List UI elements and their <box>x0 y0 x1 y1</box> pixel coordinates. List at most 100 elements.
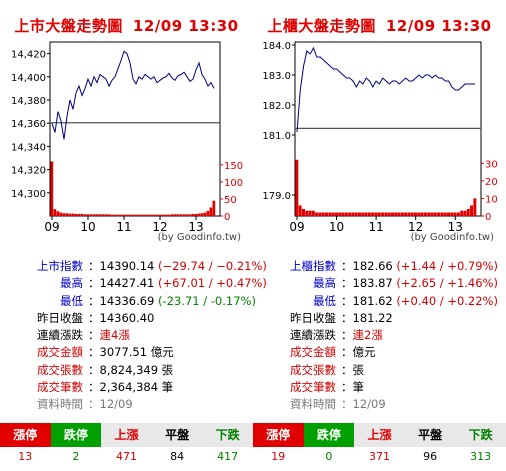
volume-bar <box>170 214 174 216</box>
volume-bar <box>80 213 84 216</box>
volume-bar <box>298 205 302 216</box>
volume-bar <box>377 212 381 216</box>
y-tick-label: 181.0 <box>262 131 291 142</box>
volume-bar <box>83 214 87 216</box>
volume-bar <box>131 214 135 216</box>
volume-bar <box>466 208 470 216</box>
volume-bar <box>341 212 345 216</box>
index-change: (−29.74 / −0.21%) <box>158 259 267 273</box>
data-time-label: 資料時間 <box>37 397 83 412</box>
index-value: 182.66 <box>352 259 393 273</box>
limit-up-count: 13 <box>18 450 33 463</box>
volume-bar <box>212 200 216 216</box>
prev-close-label: 昨日收盤 <box>37 310 83 325</box>
volume-bar <box>463 210 467 216</box>
volume-bar <box>191 213 195 216</box>
volume-bar <box>56 211 60 216</box>
volume-bar <box>71 213 75 216</box>
y-tick-label: 184.0 <box>262 41 291 52</box>
volume-bar <box>456 212 460 216</box>
shares-label: 成交張數 <box>290 362 336 377</box>
low-label: 最低 <box>60 293 83 308</box>
volume-bar <box>149 214 153 216</box>
low-change: (-23.71 / -0.17%) <box>158 293 256 308</box>
streak-value: 連4漲 <box>99 328 130 343</box>
volume-bar <box>387 212 391 216</box>
vol-tick-label: 50 <box>224 195 237 206</box>
volume-bar <box>137 214 141 216</box>
volume-bar <box>367 212 371 216</box>
y-tick-label: 14,380 <box>11 96 46 107</box>
prev-close-value: 14360.40 <box>99 310 155 325</box>
shares-label: 成交張數 <box>37 362 83 377</box>
y-tick-label: 14,300 <box>11 189 46 200</box>
vol-tick-label: 0 <box>485 212 491 223</box>
volume-bar <box>331 212 335 216</box>
volume-bar <box>86 214 90 216</box>
trades-label: 成交筆數 <box>290 380 336 395</box>
down-header: 下跌 <box>455 423 506 447</box>
prev-close-value: 181.22 <box>352 310 393 325</box>
volume-bar <box>437 212 441 216</box>
volume-bar <box>68 213 72 216</box>
y-tick-label: 14,400 <box>11 73 46 84</box>
volume-bar <box>164 214 168 216</box>
x-tick-label: 10 <box>329 220 344 232</box>
flat-count: 96 <box>423 450 438 463</box>
stats-table: 上市指數 ：14390.14 (−29.74 / −0.21%) 最高 ：14427… <box>37 259 267 412</box>
volume-bar <box>384 212 388 216</box>
volume-bar <box>470 205 474 216</box>
flat-count: 84 <box>170 450 185 463</box>
volume-bar <box>450 212 454 216</box>
y-tick-label: 182.0 <box>262 101 291 112</box>
high-change: (+2.65 / +1.46%) <box>396 276 498 291</box>
volume-bar <box>430 212 434 216</box>
volume-bar <box>98 214 102 216</box>
volume-bar <box>65 213 69 216</box>
volume-bar <box>417 212 421 216</box>
low-value: 181.62 <box>352 293 393 308</box>
up-header: 上漲 <box>101 423 152 447</box>
limit-up-header: 漲停 <box>253 423 304 447</box>
x-tick-label: 13 <box>448 220 463 232</box>
y-tick-label: 14,320 <box>11 166 46 177</box>
volume-bar <box>203 212 207 216</box>
volume-bar <box>158 214 162 216</box>
volume-bar <box>440 212 444 216</box>
streak-value: 連2漲 <box>352 328 383 343</box>
volume-bar <box>185 214 189 216</box>
volume-bar <box>140 214 144 216</box>
volume-bar <box>161 214 165 216</box>
x-tick-label: 12 <box>152 220 167 232</box>
down-header: 下跌 <box>202 423 253 447</box>
volume-bar <box>173 214 177 216</box>
volume-bar <box>89 214 93 216</box>
volume-bar <box>305 210 309 216</box>
breadth-counts: 19 0 371 96 313 <box>253 450 506 463</box>
volume-bar <box>295 159 299 216</box>
y-tick-label: 179.0 <box>262 191 291 202</box>
index-line <box>296 46 475 133</box>
volume-bar <box>176 214 180 216</box>
volume-bar <box>146 214 150 216</box>
down-count: 417 <box>217 450 239 463</box>
x-tick-label: 10 <box>80 220 95 232</box>
volume-bar <box>453 212 457 216</box>
high-label: 最高 <box>60 276 83 291</box>
volume-bar <box>95 214 99 216</box>
volume-bar <box>325 212 329 216</box>
index-label: 上市指數 <box>37 259 83 273</box>
volume-bar <box>397 212 401 216</box>
volume-bar <box>394 212 398 216</box>
limit-down-header: 跌停 <box>303 423 355 447</box>
down-count: 313 <box>470 450 492 463</box>
data-time-value: 12/09 <box>99 397 133 412</box>
vol-tick-label: 150 <box>224 161 243 172</box>
volume-bar <box>182 214 186 216</box>
volume-bar <box>119 214 123 216</box>
x-tick-label: 12 <box>408 220 423 232</box>
trades-value: 筆 <box>352 380 365 395</box>
x-tick-label: 09 <box>44 220 59 232</box>
volume-bar <box>167 214 171 216</box>
volume-bar <box>344 212 348 216</box>
